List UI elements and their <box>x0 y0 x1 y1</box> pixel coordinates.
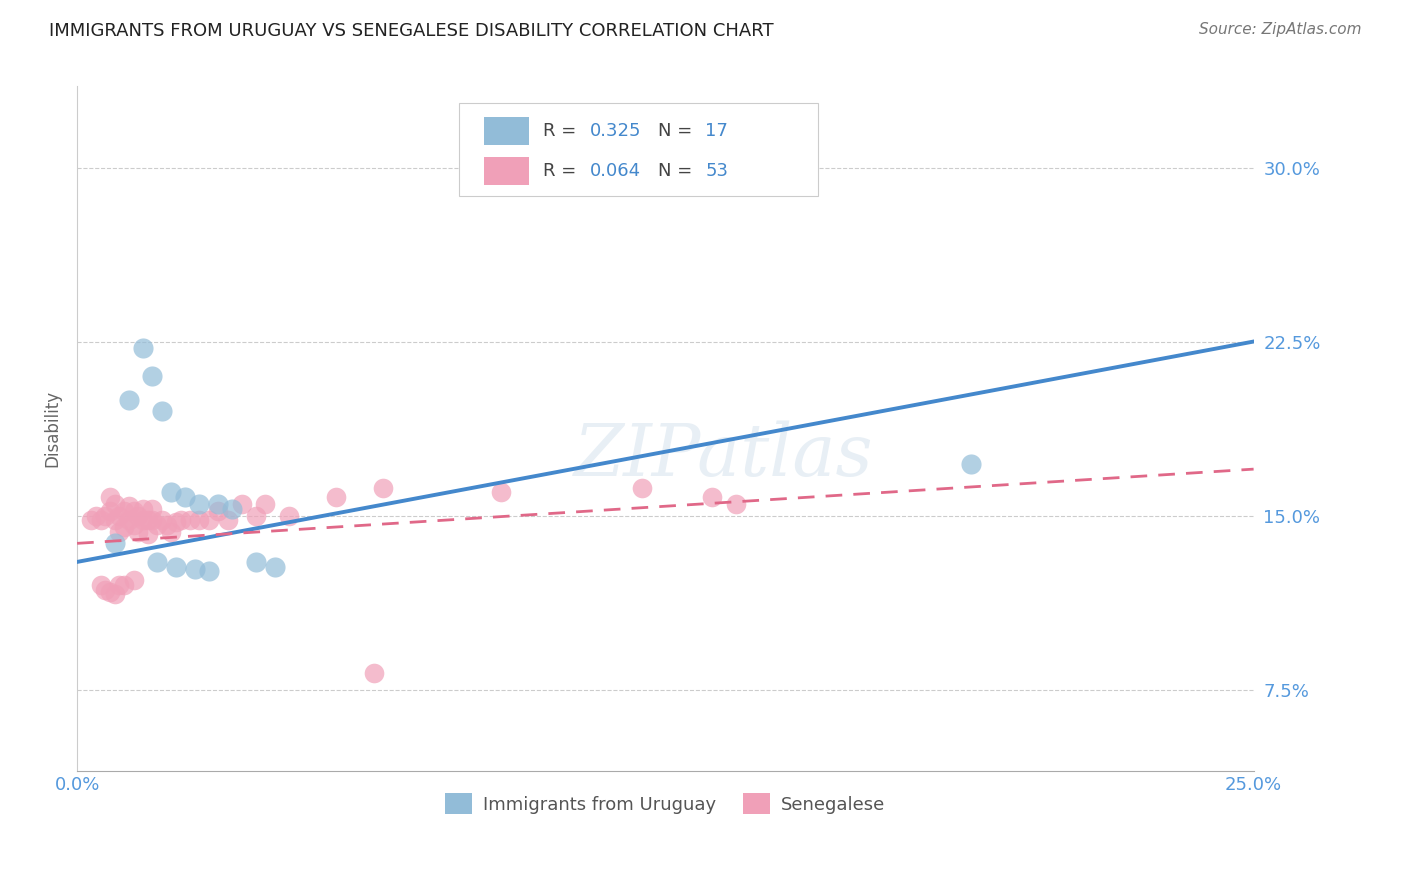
Point <box>122 574 145 588</box>
Point <box>150 404 173 418</box>
Point <box>263 559 285 574</box>
Point <box>960 458 983 472</box>
Point <box>165 516 187 530</box>
Point <box>122 504 145 518</box>
Point <box>132 342 155 356</box>
Point <box>150 513 173 527</box>
Point <box>132 513 155 527</box>
Point <box>84 508 107 523</box>
Point <box>146 517 169 532</box>
Point <box>104 536 127 550</box>
Point <box>141 369 163 384</box>
Point <box>371 481 394 495</box>
Text: 53: 53 <box>706 162 728 180</box>
Point <box>108 508 131 523</box>
Point <box>141 513 163 527</box>
Point <box>98 504 121 518</box>
Point <box>98 490 121 504</box>
Text: 0.064: 0.064 <box>591 162 641 180</box>
Point <box>127 508 149 523</box>
Point <box>80 513 103 527</box>
Point <box>94 508 117 523</box>
Point <box>118 500 141 514</box>
Text: R =: R = <box>543 122 582 140</box>
Point <box>207 497 229 511</box>
Point <box>245 555 267 569</box>
Point <box>188 497 211 511</box>
Text: N =: N = <box>658 162 699 180</box>
Point <box>136 527 159 541</box>
Point <box>90 513 112 527</box>
Point <box>702 490 724 504</box>
Point <box>179 513 201 527</box>
Point <box>254 497 277 511</box>
Point <box>141 501 163 516</box>
Point <box>98 585 121 599</box>
FancyBboxPatch shape <box>484 157 529 185</box>
Text: IMMIGRANTS FROM URUGUAY VS SENEGALESE DISABILITY CORRELATION CHART: IMMIGRANTS FROM URUGUAY VS SENEGALESE DI… <box>49 22 773 40</box>
Point <box>155 517 177 532</box>
Point <box>169 513 191 527</box>
Text: Source: ZipAtlas.com: Source: ZipAtlas.com <box>1198 22 1361 37</box>
Point <box>112 520 135 534</box>
Point <box>363 666 385 681</box>
Text: N =: N = <box>658 122 699 140</box>
Point <box>245 508 267 523</box>
Point <box>112 578 135 592</box>
Point <box>165 559 187 574</box>
Point <box>174 490 197 504</box>
Point <box>724 497 747 511</box>
Point <box>160 524 183 539</box>
Point <box>108 578 131 592</box>
Point <box>207 504 229 518</box>
Point <box>146 555 169 569</box>
Point <box>630 481 652 495</box>
Point <box>184 562 207 576</box>
Y-axis label: Disability: Disability <box>44 390 60 467</box>
Point <box>160 485 183 500</box>
Point <box>325 490 347 504</box>
Point <box>132 501 155 516</box>
Text: R =: R = <box>543 162 582 180</box>
Text: ZIPatlas: ZIPatlas <box>575 421 875 491</box>
FancyBboxPatch shape <box>484 117 529 145</box>
Point <box>127 524 149 539</box>
Point <box>90 578 112 592</box>
Point <box>231 497 253 511</box>
Point <box>118 392 141 407</box>
Legend: Immigrants from Uruguay, Senegalese: Immigrants from Uruguay, Senegalese <box>436 784 894 823</box>
Point <box>118 513 141 527</box>
Point <box>104 587 127 601</box>
Point <box>221 501 243 516</box>
Point <box>136 513 159 527</box>
Point <box>188 513 211 527</box>
Point <box>94 582 117 597</box>
Point <box>122 517 145 532</box>
FancyBboxPatch shape <box>460 103 818 196</box>
Point <box>198 564 221 578</box>
Point <box>489 485 512 500</box>
Point <box>217 513 239 527</box>
Point <box>198 513 221 527</box>
Point <box>277 508 299 523</box>
Point <box>108 524 131 539</box>
Text: 17: 17 <box>706 122 728 140</box>
Point <box>112 504 135 518</box>
Text: 0.325: 0.325 <box>591 122 641 140</box>
Point <box>104 497 127 511</box>
Point <box>104 513 127 527</box>
